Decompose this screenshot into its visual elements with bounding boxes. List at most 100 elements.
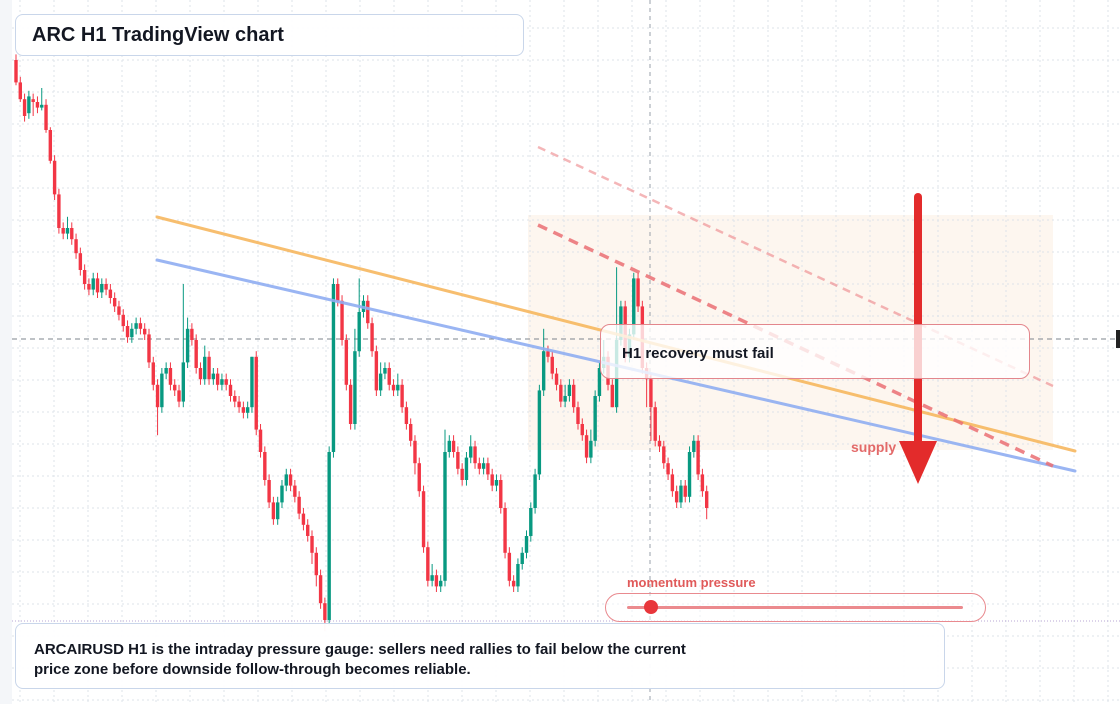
- candle-body: [456, 452, 460, 469]
- candle-body: [160, 373, 164, 408]
- candle-body: [82, 270, 87, 284]
- candle-body: [541, 351, 546, 391]
- candle-body: [112, 298, 117, 307]
- candle-body: [554, 373, 559, 385]
- candle-body: [374, 351, 379, 391]
- candle-body: [593, 396, 597, 441]
- candle-body: [563, 396, 567, 402]
- candle-body: [130, 328, 134, 338]
- candle-body: [65, 228, 70, 234]
- candle-body: [27, 96, 31, 114]
- candle-body: [237, 401, 241, 408]
- candle-body: [61, 228, 65, 234]
- candle-body: [443, 452, 447, 581]
- candle-body: [391, 384, 396, 391]
- candle-body: [104, 284, 108, 290]
- candle-body: [271, 502, 276, 520]
- bearish-arrow-head: [899, 441, 937, 484]
- candle-body: [147, 334, 151, 363]
- candle-body: [477, 463, 482, 469]
- candle-body: [353, 351, 357, 424]
- candle-body: [310, 536, 314, 553]
- candle-body: [91, 278, 95, 290]
- trendline-upper: [537, 145, 1054, 388]
- candle-body: [546, 351, 550, 357]
- candle-body: [649, 379, 653, 408]
- candle-body: [597, 368, 602, 396]
- candle-body: [507, 552, 512, 581]
- candle-body: [250, 356, 254, 408]
- candle-body: [670, 474, 675, 492]
- candle-body: [408, 424, 413, 441]
- candle-body: [275, 502, 280, 520]
- candle-body: [293, 485, 297, 497]
- candle-body: [499, 480, 503, 508]
- candle-body: [503, 508, 507, 553]
- candle-body: [469, 446, 473, 458]
- candle-body: [610, 384, 615, 408]
- candle-body: [57, 194, 61, 228]
- candle-body: [134, 323, 138, 329]
- candle-body: [138, 323, 143, 329]
- candle-body: [421, 491, 426, 548]
- momentum-gauge-track: [627, 606, 963, 609]
- candle-body: [258, 429, 263, 452]
- chart-title: ARC H1 TradingView chart: [32, 24, 284, 46]
- candle-body: [662, 446, 666, 464]
- candle-body: [524, 536, 529, 553]
- left-edge-strip: [0, 0, 12, 704]
- candle-body: [18, 82, 22, 100]
- candle-body: [185, 328, 190, 363]
- candle-body: [203, 356, 207, 380]
- candle-body: [323, 603, 327, 620]
- candle-body: [434, 575, 439, 587]
- candle-body: [404, 407, 409, 424]
- candle-body: [215, 373, 220, 385]
- candle-body: [426, 547, 430, 581]
- candle-body: [378, 373, 383, 391]
- candle-body: [636, 278, 640, 307]
- candle-body: [336, 284, 340, 301]
- candle-body: [233, 396, 237, 402]
- candle-body: [674, 491, 679, 503]
- candle-body: [87, 284, 91, 290]
- candle-body: [692, 440, 696, 452]
- candle-body: [490, 474, 494, 486]
- momentum-label: momentum pressure: [627, 575, 756, 590]
- candle-body: [396, 384, 400, 391]
- candle-body: [340, 300, 344, 340]
- candle-body: [413, 440, 417, 464]
- candle-body: [35, 102, 40, 108]
- candle-body: [194, 340, 198, 368]
- candle-body: [177, 390, 181, 402]
- candle-body: [653, 407, 657, 441]
- candle-body: [74, 239, 78, 254]
- candle-body: [181, 362, 186, 402]
- candle-body: [576, 407, 580, 424]
- candle-body: [327, 452, 331, 620]
- candle-body: [306, 524, 310, 536]
- candle-body: [537, 390, 542, 475]
- candle-body: [533, 474, 537, 508]
- candle-body: [318, 575, 323, 604]
- candle-body: [52, 160, 57, 195]
- candle-body: [464, 457, 469, 480]
- candle-body: [511, 580, 516, 587]
- candle-body: [78, 253, 83, 270]
- trendline-lower: [537, 223, 1054, 468]
- candle-body: [224, 379, 228, 385]
- candle-body: [370, 323, 374, 352]
- candle-body: [245, 407, 250, 413]
- candle-body: [108, 289, 113, 298]
- supply-zone-label: supply: [851, 439, 897, 455]
- candle-body: [632, 278, 636, 335]
- candle-body: [657, 440, 662, 447]
- candle-body: [14, 60, 18, 83]
- candle-body: [44, 104, 48, 130]
- candle-body: [198, 368, 203, 380]
- candle-body: [559, 384, 563, 402]
- candle-body: [417, 463, 421, 492]
- candle-body: [22, 99, 27, 116]
- candle-body: [267, 480, 271, 503]
- candle-body: [211, 373, 216, 380]
